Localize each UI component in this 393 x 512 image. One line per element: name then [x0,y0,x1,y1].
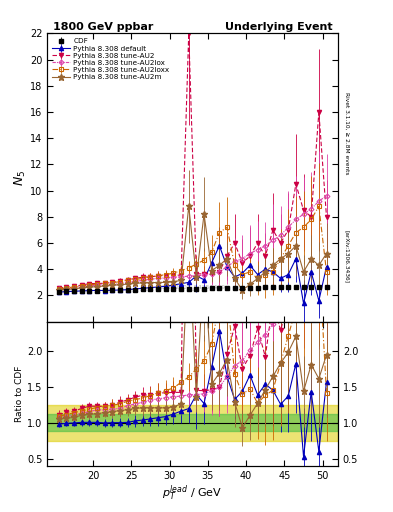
Text: CDF_2001_S4751469: CDF_2001_S4751469 [160,284,226,290]
Y-axis label: $N_5$: $N_5$ [13,169,28,185]
Y-axis label: Ratio to CDF: Ratio to CDF [15,366,24,422]
Legend: CDF, Pythia 8.308 default, Pythia 8.308 tune-AU2, Pythia 8.308 tune-AU2lox, Pyth: CDF, Pythia 8.308 default, Pythia 8.308 … [51,37,171,81]
Text: Rivet 3.1.10, ≥ 2.8M events: Rivet 3.1.10, ≥ 2.8M events [344,92,349,175]
X-axis label: $p_T^{lead}$ / GeV: $p_T^{lead}$ / GeV [162,483,223,503]
Text: 1800 GeV ppbar: 1800 GeV ppbar [53,22,153,32]
Text: [arXiv:1306.3436]: [arXiv:1306.3436] [344,229,349,283]
Text: Underlying Event: Underlying Event [224,22,332,32]
